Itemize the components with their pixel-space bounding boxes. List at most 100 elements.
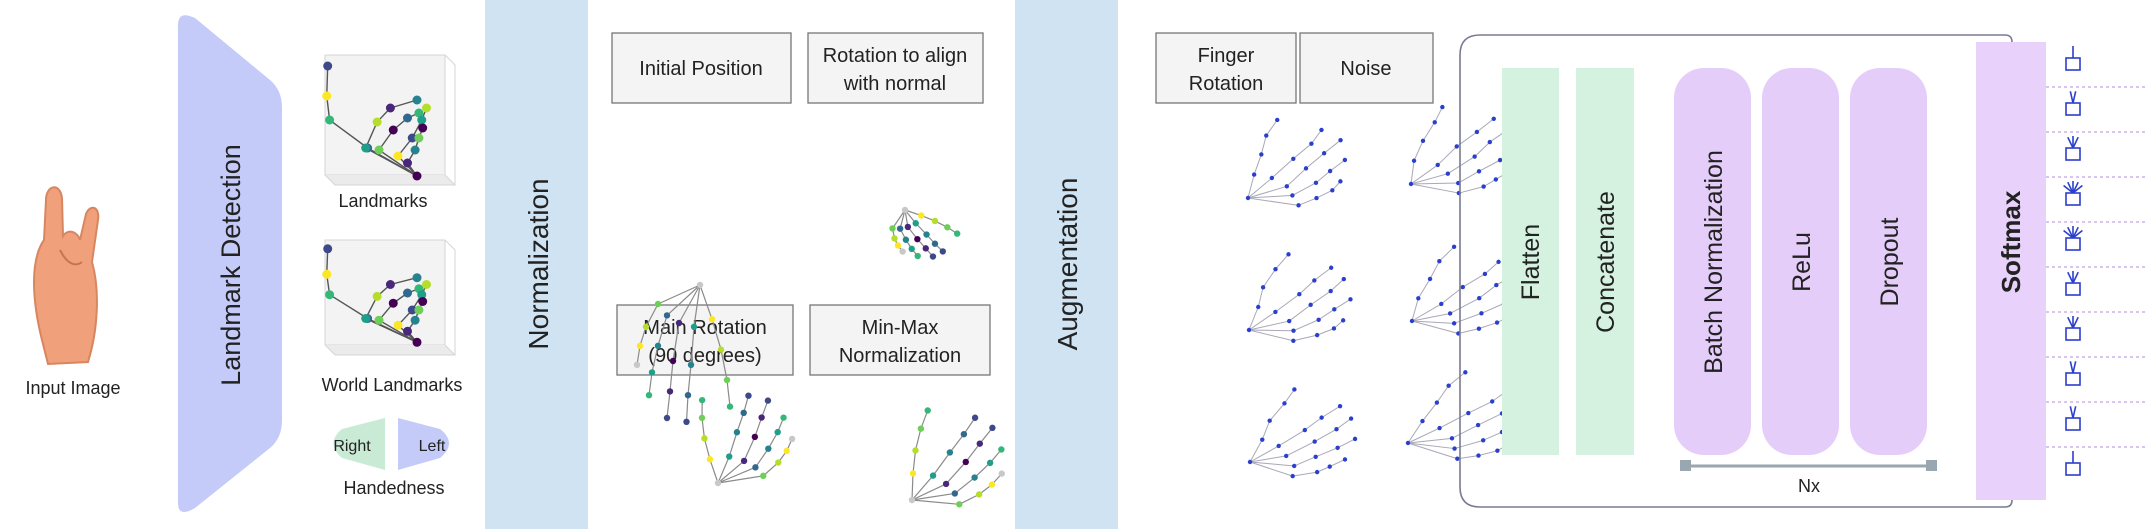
landmark-point <box>1303 166 1309 171</box>
sign-icon-palm <box>2065 147 2081 161</box>
landmark-point <box>788 435 796 443</box>
bone-line <box>1260 135 1267 155</box>
landmark-point <box>412 95 422 105</box>
landmark-point <box>962 458 969 466</box>
landmark-point <box>706 456 714 463</box>
bone-line <box>1454 439 1484 450</box>
landmark-point <box>764 397 772 404</box>
landmark-point <box>325 290 335 300</box>
bone-line <box>378 149 418 177</box>
landmark-point <box>1286 318 1292 324</box>
bone-line <box>1407 437 1453 444</box>
sign-icon-palm <box>2065 192 2081 206</box>
landmark-point <box>891 235 898 242</box>
landmark-point <box>1246 327 1252 333</box>
bone-line <box>1249 461 1295 467</box>
landmark-point <box>418 123 428 133</box>
landmark-point <box>1327 168 1333 174</box>
landmark-point <box>986 459 994 467</box>
sign-icon-palm <box>2065 102 2081 116</box>
landmark-point <box>989 424 996 432</box>
sign-icon-palm <box>2065 327 2081 341</box>
landmark-point <box>422 103 431 113</box>
landmark-point <box>752 464 759 471</box>
landmark-point <box>654 300 662 308</box>
bone-line <box>1422 122 1436 142</box>
sign-icon <box>2063 226 2083 251</box>
bone-line <box>693 284 701 327</box>
landmark-point <box>1496 259 1501 265</box>
landmark-point <box>1466 410 1471 416</box>
landmark-point <box>1482 271 1488 277</box>
landmark-point <box>1449 436 1455 441</box>
normalization-block <box>485 0 588 529</box>
main-rotation-box <box>616 304 794 376</box>
bone-line <box>666 284 701 316</box>
bone-line <box>1329 159 1346 172</box>
bone-line <box>1292 182 1317 196</box>
concatenate-label: Concatenate <box>1592 191 1620 333</box>
bone-line <box>979 427 993 445</box>
landmark-point <box>889 225 896 232</box>
bone-line <box>717 466 756 484</box>
landmark-point <box>1474 129 1480 135</box>
bone-line <box>1337 438 1356 449</box>
landmark-point <box>975 491 983 498</box>
bone-line <box>726 379 731 407</box>
landmark-point <box>929 472 937 479</box>
sign-icon-palm <box>2065 282 2081 296</box>
sign-icon-finger <box>2072 271 2079 284</box>
landmark-detection-block <box>178 15 282 512</box>
augmentation-sample <box>1247 387 1358 479</box>
landmark-point <box>1264 133 1269 138</box>
bone-line <box>1265 119 1278 136</box>
landmark-point <box>1338 137 1343 143</box>
bone-line <box>1269 403 1285 422</box>
bone-line <box>657 284 701 305</box>
bone-line <box>1278 429 1306 447</box>
bone-line <box>1476 118 1495 133</box>
bone-line <box>326 65 329 97</box>
dropout-block <box>1850 68 1927 455</box>
sign-icon-finger <box>2063 229 2074 239</box>
bone-line <box>914 428 922 451</box>
landmark-point <box>1460 284 1465 290</box>
landmark-point <box>1290 473 1295 479</box>
bone-line <box>1410 160 1415 185</box>
landmark-point <box>683 418 690 425</box>
bone-line <box>959 493 980 505</box>
sign-icon <box>2063 181 2083 206</box>
landmark-point <box>1251 172 1257 177</box>
landmark-point <box>1454 144 1459 149</box>
landmark-point <box>909 470 917 477</box>
bone-line <box>728 432 738 457</box>
bone-line <box>672 322 680 362</box>
handedness-label: Handedness <box>343 478 444 498</box>
landmark-point <box>385 280 395 289</box>
bone-line <box>1478 284 1497 299</box>
bone-line <box>1410 173 1448 185</box>
landmark-point <box>687 361 695 368</box>
sign-icon-finger <box>2069 361 2074 374</box>
bone-line <box>954 477 975 494</box>
bone-line <box>754 417 763 438</box>
bone-line <box>1249 445 1279 463</box>
bone-line <box>1298 280 1315 295</box>
landmark-point <box>1332 307 1337 312</box>
initial-position-box <box>611 32 792 104</box>
bone-line <box>1453 312 1482 324</box>
landmark-point <box>946 449 954 456</box>
relu-label: ReLu <box>1788 232 1816 292</box>
bone-line <box>666 391 671 419</box>
landmark-point <box>1328 288 1333 294</box>
landmark-point <box>1420 418 1425 424</box>
landmark-point <box>393 151 403 161</box>
sign-icon <box>2065 451 2081 476</box>
bone-line <box>945 461 967 485</box>
bone-line <box>690 326 695 365</box>
landmark-point <box>690 323 698 330</box>
landmark-point <box>412 337 422 347</box>
landmark-point <box>998 446 1005 453</box>
landmark-point <box>1494 282 1499 288</box>
landmark-point <box>414 305 424 315</box>
